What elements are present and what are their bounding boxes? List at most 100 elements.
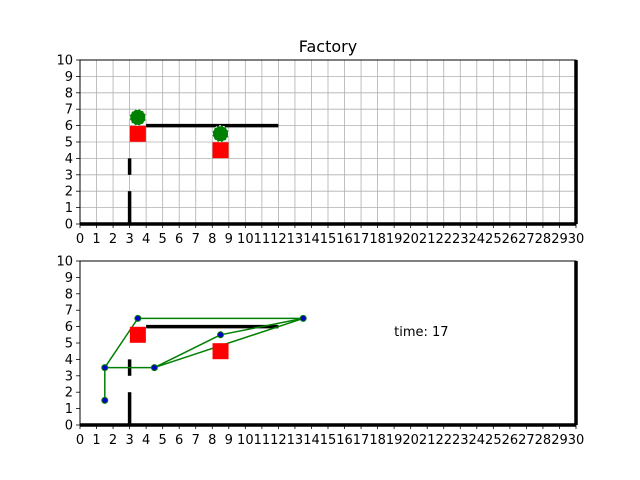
axes-frame [79, 260, 577, 426]
x-tick-label: 0 [76, 433, 84, 448]
y-tick-label: 7 [65, 103, 73, 118]
path-edge [154, 334, 221, 369]
x-tick-label: 7 [192, 232, 200, 247]
x-tick-label: 25 [485, 433, 502, 448]
x-tick-label: 2 [109, 433, 117, 448]
x-tick-label: 8 [208, 433, 216, 448]
y-tick-label: 4 [65, 152, 73, 167]
machine-marker [129, 326, 146, 343]
x-tick-label: 24 [469, 232, 486, 247]
chart-2: 0 1 2 3 4 5 6 7 8 9 10 11 12 13 14 15 16 17 18 19 20 21 22 23 24… [56, 255, 584, 449]
y-tick-label: 9 [65, 70, 73, 85]
x-tick-label: 2 [109, 232, 117, 247]
y-tick-label: 0 [65, 419, 73, 434]
path-edge [220, 317, 304, 336]
machine-marker [212, 343, 229, 360]
x-tick-label: 24 [469, 433, 486, 448]
x-tick-label: 8 [208, 232, 216, 247]
x-tick-label: 20 [402, 433, 419, 448]
y-tick-label: 10 [56, 54, 73, 69]
x-tick-label: 16 [336, 433, 353, 448]
x-tick-label: 23 [452, 232, 469, 247]
x-tick-label: 13 [287, 433, 304, 448]
x-tick-label: 15 [320, 433, 337, 448]
time-annotation: time: 17 [394, 325, 448, 340]
path-node [217, 331, 225, 339]
chart-title: Factory [299, 37, 357, 56]
y-tick-label: 2 [65, 185, 73, 200]
x-tick-label: 22 [435, 433, 452, 448]
x-tick-label: 6 [175, 433, 183, 448]
path-node [299, 314, 307, 322]
path-node [150, 364, 158, 372]
machines [129, 326, 229, 360]
y-tick-label: 5 [65, 136, 73, 151]
y-tick-label: 7 [65, 304, 73, 319]
path-edge [104, 317, 139, 369]
x-tick-label: 0 [76, 232, 84, 247]
y-tick-label: 3 [65, 369, 73, 384]
x-tick-label: 4 [142, 433, 150, 448]
y-tick-label: 6 [65, 320, 73, 335]
x-tick-label: 5 [159, 232, 167, 247]
y-tick-label: 8 [65, 287, 73, 302]
x-tick-label: 10 [237, 232, 254, 247]
path-nodes [101, 314, 307, 404]
path-edges [104, 317, 304, 401]
x-tick-label: 29 [551, 433, 568, 448]
y-tick-label: 6 [65, 119, 73, 134]
robots [129, 108, 230, 143]
machine-marker [129, 125, 146, 142]
x-axis: 0 1 2 3 4 5 6 7 8 9 10 11 12 13 14 15 16 17 18 19 20 21 22 23 24… [76, 224, 584, 247]
x-tick-label: 14 [303, 433, 320, 448]
x-tick-label: 29 [551, 232, 568, 247]
x-tick-label: 30 [568, 232, 585, 247]
machines [129, 125, 229, 159]
x-tick-label: 1 [92, 232, 100, 247]
x-tick-label: 18 [369, 433, 386, 448]
x-tick-label: 13 [287, 232, 304, 247]
x-tick-label: 18 [369, 232, 386, 247]
x-tick-label: 26 [502, 232, 519, 247]
walls [80, 60, 578, 226]
x-tick-label: 6 [175, 232, 183, 247]
machine-marker [212, 142, 229, 159]
x-tick-label: 27 [518, 433, 535, 448]
x-tick-label: 17 [353, 232, 370, 247]
x-tick-label: 22 [435, 232, 452, 247]
x-axis: 0 1 2 3 4 5 6 7 8 9 10 11 12 13 14 15 16 17 18 19 20 21 22 23 24… [76, 425, 584, 448]
x-tick-label: 9 [225, 232, 233, 247]
y-tick-label: 2 [65, 386, 73, 401]
y-tick-label: 0 [65, 218, 73, 233]
path-node [101, 364, 109, 372]
x-tick-label: 3 [125, 232, 133, 247]
x-tick-label: 20 [402, 232, 419, 247]
grid [79, 59, 577, 225]
x-tick-label: 28 [535, 433, 552, 448]
x-tick-label: 9 [225, 433, 233, 448]
x-tick-label: 23 [452, 433, 469, 448]
x-tick-label: 3 [125, 433, 133, 448]
x-tick-label: 30 [568, 433, 585, 448]
x-tick-label: 11 [254, 232, 271, 247]
y-tick-label: 3 [65, 168, 73, 183]
x-tick-label: 12 [270, 433, 287, 448]
x-tick-label: 21 [419, 433, 436, 448]
x-tick-label: 16 [336, 232, 353, 247]
x-tick-label: 17 [353, 433, 370, 448]
x-tick-label: 1 [92, 433, 100, 448]
x-tick-label: 10 [237, 433, 254, 448]
y-tick-label: 10 [56, 255, 73, 270]
x-tick-label: 19 [386, 433, 403, 448]
y-tick-label: 4 [65, 353, 73, 368]
x-tick-label: 19 [386, 232, 403, 247]
x-tick-label: 14 [303, 232, 320, 247]
x-tick-label: 7 [192, 433, 200, 448]
robot-marker [129, 108, 147, 126]
x-tick-label: 15 [320, 232, 337, 247]
x-tick-label: 21 [419, 232, 436, 247]
x-tick-label: 28 [535, 232, 552, 247]
